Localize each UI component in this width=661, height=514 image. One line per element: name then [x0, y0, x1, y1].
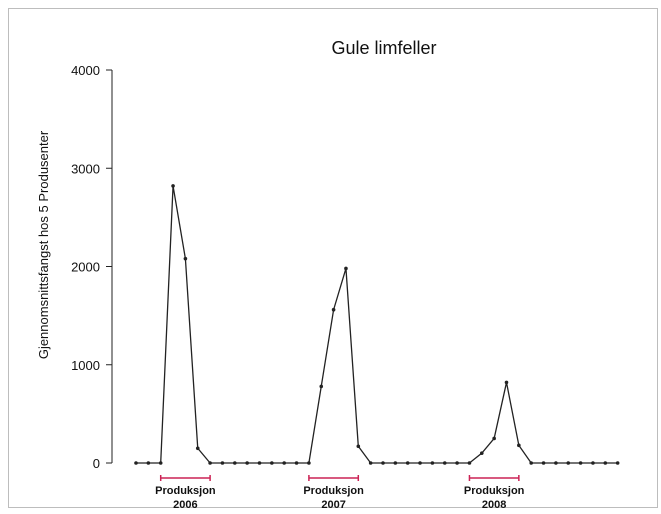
data-point: [455, 461, 459, 465]
series-line: [136, 185, 618, 464]
data-point: [257, 461, 262, 465]
data-point: [294, 461, 299, 465]
data-point: [517, 443, 521, 448]
period-label: Produksjon: [464, 485, 525, 497]
data-point: [368, 461, 373, 465]
data-point: [467, 461, 472, 465]
data-point: [442, 461, 447, 465]
data-point: [393, 461, 398, 465]
data-point: [541, 461, 546, 465]
data-point: [356, 444, 361, 449]
data-point: [480, 451, 484, 455]
data-point: [554, 461, 558, 465]
data-point: [615, 461, 620, 465]
y-tick-label: 2000: [71, 260, 100, 275]
data-point: [591, 461, 595, 465]
data-point: [319, 384, 324, 389]
data-point: [307, 461, 311, 465]
data-point: [504, 380, 509, 385]
plot-area: [134, 184, 620, 465]
production-periods: Produksjon 2006 Produksjon 2007 Produksjon 20…: [155, 475, 525, 511]
data-point: [529, 461, 533, 465]
data-point: [344, 266, 348, 271]
data-point: [245, 461, 249, 465]
period-year: 2007: [321, 499, 345, 511]
y-tick-label: 3000: [71, 161, 100, 176]
data-point: [134, 461, 138, 465]
data-point: [233, 461, 237, 465]
chart-frame: [8, 8, 658, 508]
data-point: [430, 461, 435, 465]
data-point: [171, 184, 175, 188]
data-point: [405, 461, 410, 465]
y-tick-label: 0: [93, 456, 100, 471]
data-point: [381, 461, 385, 465]
data-point: [220, 461, 225, 465]
data-point: [578, 461, 583, 465]
period-label: Produksjon: [303, 485, 364, 497]
y-tick-label: 1000: [71, 358, 100, 373]
data-point: [603, 461, 608, 465]
y-ticks: 0 1000 2000 3000 4000: [71, 63, 112, 471]
data-point: [282, 461, 287, 465]
period-label: Produksjon: [155, 485, 216, 497]
data-point: [183, 256, 188, 261]
data-point: [418, 461, 422, 465]
period-year: 2008: [482, 499, 506, 511]
data-point: [208, 461, 212, 465]
data-point: [270, 461, 274, 465]
data-point: [331, 307, 336, 312]
data-point: [566, 461, 571, 465]
chart-title: Gule limfeller: [331, 38, 436, 58]
period-year: 2006: [173, 499, 197, 511]
data-point: [195, 446, 200, 451]
data-point: [492, 436, 496, 441]
y-tick-label: 4000: [71, 63, 100, 78]
y-axis-label: Gjennomsnittsfangst hos 5 Produsenter: [36, 130, 51, 359]
data-point: [158, 461, 163, 465]
data-point: [146, 461, 151, 465]
